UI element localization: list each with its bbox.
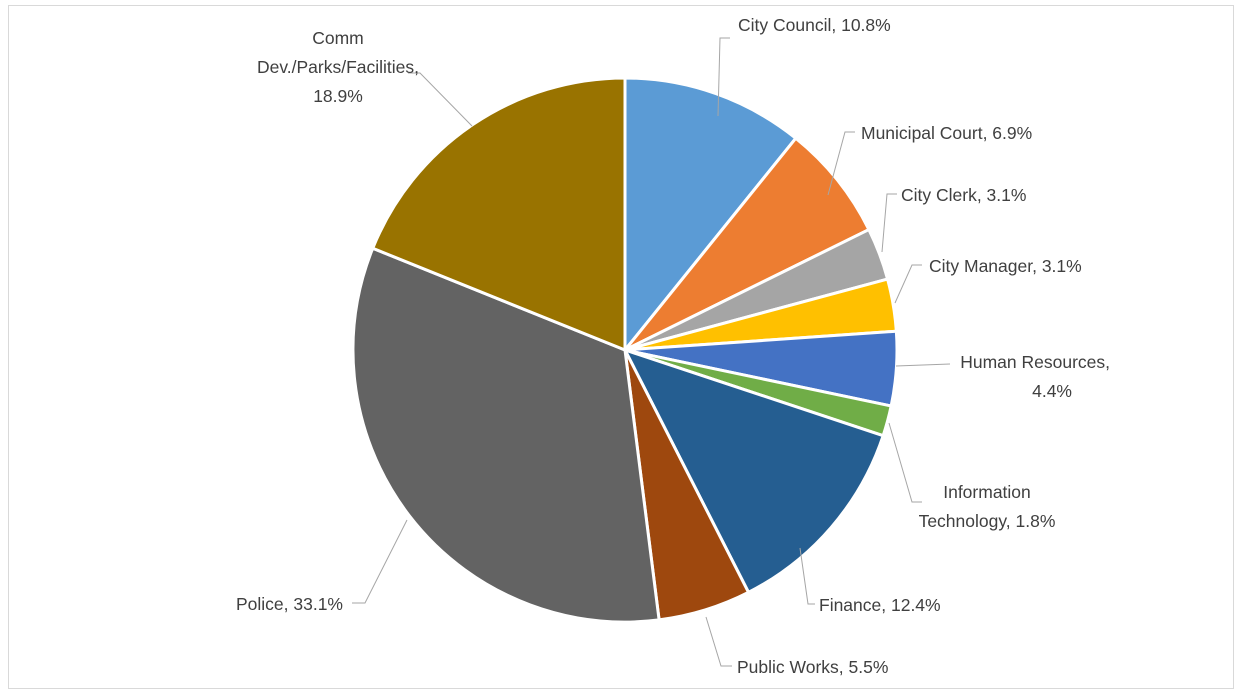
leader-comm-dev	[408, 72, 473, 127]
label-police: Police, 33.1%	[236, 594, 343, 614]
leader-human-resources	[895, 363, 951, 367]
slice-police	[351, 246, 661, 624]
leader-information-technology	[888, 422, 922, 503]
label-human-resources-line2: 4.4%	[1032, 381, 1072, 401]
leader-municipal-court	[827, 131, 855, 196]
slice-city-council	[623, 76, 798, 352]
label-municipal-court: Municipal Court, 6.9%	[861, 123, 1032, 143]
label-finance: Finance, 12.4%	[819, 595, 941, 615]
leader-lines	[352, 37, 951, 667]
leader-finance	[799, 547, 815, 605]
leader-public-works	[705, 616, 732, 667]
leader-city-manager	[894, 264, 922, 304]
slice-finance	[623, 348, 885, 594]
label-comm-dev-line2: Dev./Parks/Facilities,	[257, 57, 419, 77]
label-information-technology-line2: Technology, 1.8%	[919, 511, 1056, 531]
pie-slices	[351, 76, 899, 624]
leader-city-clerk	[881, 193, 897, 253]
data-labels: City Council, 10.8% Municipal Court, 6.9…	[236, 15, 1110, 677]
label-comm-dev-line1: Comm	[312, 28, 364, 48]
label-human-resources-line1: Human Resources,	[960, 352, 1110, 372]
label-city-manager: City Manager, 3.1%	[929, 256, 1082, 276]
label-city-council: City Council, 10.8%	[738, 15, 891, 35]
leader-city-council	[717, 37, 730, 117]
label-city-clerk: City Clerk, 3.1%	[901, 185, 1026, 205]
label-information-technology-line1: Information	[943, 482, 1031, 502]
leader-police	[352, 519, 408, 604]
slice-comm-dev-parks-facilities	[371, 76, 627, 352]
slice-municipal-court	[623, 136, 871, 352]
label-public-works: Public Works, 5.5%	[737, 657, 888, 677]
label-comm-dev-line3: 18.9%	[313, 86, 363, 106]
